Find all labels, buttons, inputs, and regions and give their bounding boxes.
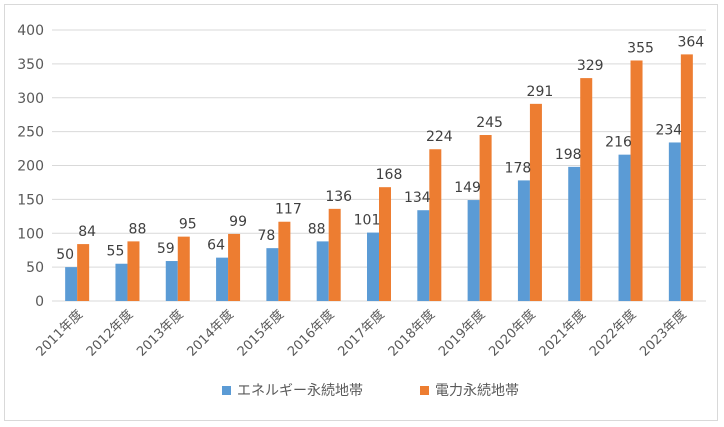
data-label: 64 (207, 238, 225, 254)
data-label: 224 (426, 129, 453, 145)
bar-electricity (328, 208, 341, 301)
data-label: 291 (527, 84, 554, 100)
x-tick-label: 2011年度 (33, 307, 86, 360)
bar-energy (216, 257, 229, 301)
bar-electricity (177, 236, 190, 301)
x-tick-label: 2021年度 (536, 307, 589, 360)
bar-energy (417, 210, 430, 301)
bar-energy (367, 232, 379, 301)
bars (65, 54, 693, 301)
bar-electricity (127, 241, 140, 301)
bar-energy (618, 154, 631, 301)
gridlines (52, 29, 706, 302)
bar-energy (517, 180, 530, 301)
data-label: 234 (655, 122, 682, 138)
x-tick-label: 2015年度 (234, 307, 287, 360)
data-label: 88 (129, 221, 147, 237)
data-label: 329 (577, 58, 604, 74)
data-label: 50 (56, 247, 74, 263)
data-label: 136 (325, 189, 352, 205)
bar-electricity (77, 244, 90, 301)
y-tick-label: 200 (17, 159, 44, 175)
x-tick-label: 2013年度 (133, 307, 186, 360)
data-label: 101 (354, 213, 381, 229)
x-tick-label: 2020年度 (486, 307, 539, 360)
data-label: 178 (505, 160, 532, 176)
x-tick-label: 2012年度 (83, 307, 136, 360)
data-label: 117 (275, 202, 302, 218)
data-label: 78 (257, 228, 275, 244)
y-tick-label: 300 (17, 91, 44, 107)
y-tick-label: 150 (17, 192, 44, 208)
bar-electricity (580, 78, 593, 301)
data-label: 355 (627, 40, 654, 56)
bar-energy (115, 263, 128, 301)
bar-energy (668, 142, 681, 301)
legend: エネルギー永続地帯 電力永続地帯 (222, 382, 519, 399)
data-label: 216 (605, 135, 632, 151)
legend-swatch (222, 386, 231, 395)
y-tick-label: 100 (17, 226, 44, 242)
data-label: 59 (157, 241, 175, 257)
data-label: 168 (376, 167, 403, 183)
data-label: 84 (78, 224, 96, 240)
y-axis: 0 50 100 150 200 250 300 350 400 (17, 23, 44, 310)
y-tick-label: 50 (26, 260, 44, 276)
x-axis: 2011年度2012年度2013年度2014年度2015年度2016年度2017… (33, 307, 690, 360)
data-label: 134 (404, 190, 431, 206)
legend-label: エネルギー永続地帯 (237, 382, 363, 399)
bar-electricity (379, 187, 391, 301)
legend-swatch (420, 386, 429, 395)
bar-energy (467, 200, 480, 301)
data-label: 364 (677, 34, 704, 50)
x-tick-label: 2022年度 (586, 307, 639, 360)
x-tick-label: 2017年度 (335, 307, 388, 360)
x-tick-label: 2014年度 (184, 307, 237, 360)
data-label: 95 (179, 217, 197, 233)
bar-electricity (429, 149, 442, 301)
legend-label: 電力永続地帯 (435, 382, 519, 399)
bar-electricity (680, 54, 693, 301)
bar-electricity (228, 233, 241, 301)
data-label: 245 (476, 115, 503, 131)
bar-electricity (479, 135, 492, 301)
x-tick-label: 2023年度 (637, 307, 690, 360)
bar-electricity (529, 103, 542, 301)
data-labels: 5084558859956499781178813610116813422414… (56, 34, 704, 263)
data-label: 198 (555, 147, 582, 163)
x-tick-label: 2018年度 (385, 307, 438, 360)
bar-electricity (630, 60, 643, 301)
x-tick-label: 2019年度 (435, 307, 488, 360)
data-label: 55 (107, 244, 125, 260)
y-tick-label: 250 (17, 125, 44, 141)
data-label: 99 (229, 214, 247, 230)
bar-energy (65, 267, 78, 301)
data-label: 88 (308, 221, 326, 237)
chart-frame (4, 4, 718, 421)
y-tick-label: 400 (17, 23, 44, 39)
bar-electricity (278, 221, 291, 301)
y-tick-label: 350 (17, 57, 44, 73)
x-tick-label: 2016年度 (284, 307, 337, 360)
bar-energy (568, 166, 581, 301)
bar-energy (316, 241, 329, 301)
bar-energy (165, 261, 178, 301)
data-label: 149 (454, 180, 481, 196)
bar-energy (266, 248, 279, 301)
y-tick-label: 0 (35, 294, 44, 310)
